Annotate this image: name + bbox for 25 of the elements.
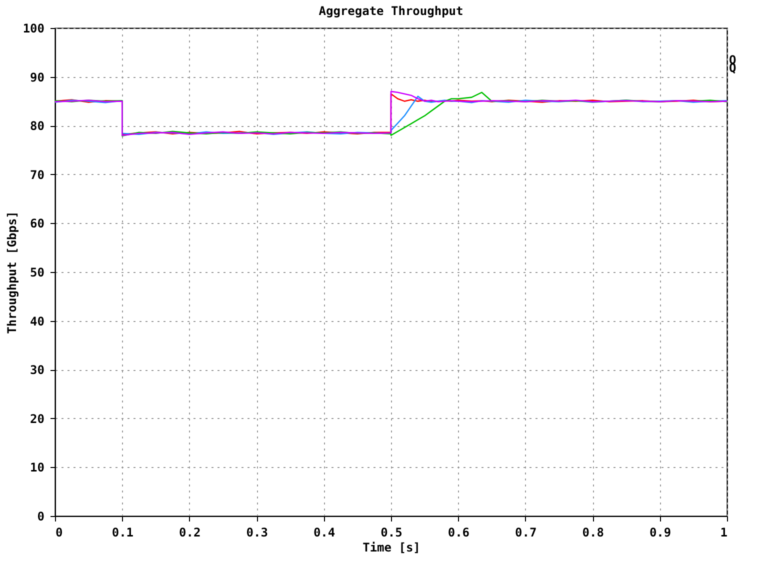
x-tick-label: 0.1	[112, 526, 134, 540]
x-tick-label: 0.7	[515, 526, 537, 540]
x-tick-label: 0.3	[246, 526, 268, 540]
x-tick-label: 0.5	[380, 526, 402, 540]
y-tick-label: 20	[30, 412, 44, 426]
y-tick-label: 10	[30, 460, 44, 475]
x-tick-label: 0	[56, 526, 63, 540]
chart-title: Aggregate Throughput	[318, 4, 464, 18]
y-tick-label: 100	[22, 22, 44, 36]
y-tick-label: 40	[30, 314, 44, 328]
y-axis-title: Throughput [Gbps]	[4, 211, 19, 334]
y-tick-label: 30	[30, 363, 44, 378]
x-tick-label: 0.6	[448, 526, 470, 540]
x-tick-label: 0.9	[649, 526, 672, 540]
y-tick-label: 0	[37, 510, 44, 524]
x-tick-label: 0.2	[179, 526, 201, 540]
x-tick-label: 0.8	[582, 526, 604, 540]
y-tick-label: 60	[30, 216, 44, 231]
x-tick-label: 0.4	[313, 526, 336, 540]
y-tick-label: 90	[30, 70, 44, 84]
y-tick-label: 50	[30, 266, 44, 280]
x-tick-label: 1	[720, 526, 728, 540]
y-tick-label: 70	[30, 168, 44, 182]
y-tick-label: 80	[30, 119, 44, 134]
x-axis-title: Time [s]	[362, 540, 420, 554]
